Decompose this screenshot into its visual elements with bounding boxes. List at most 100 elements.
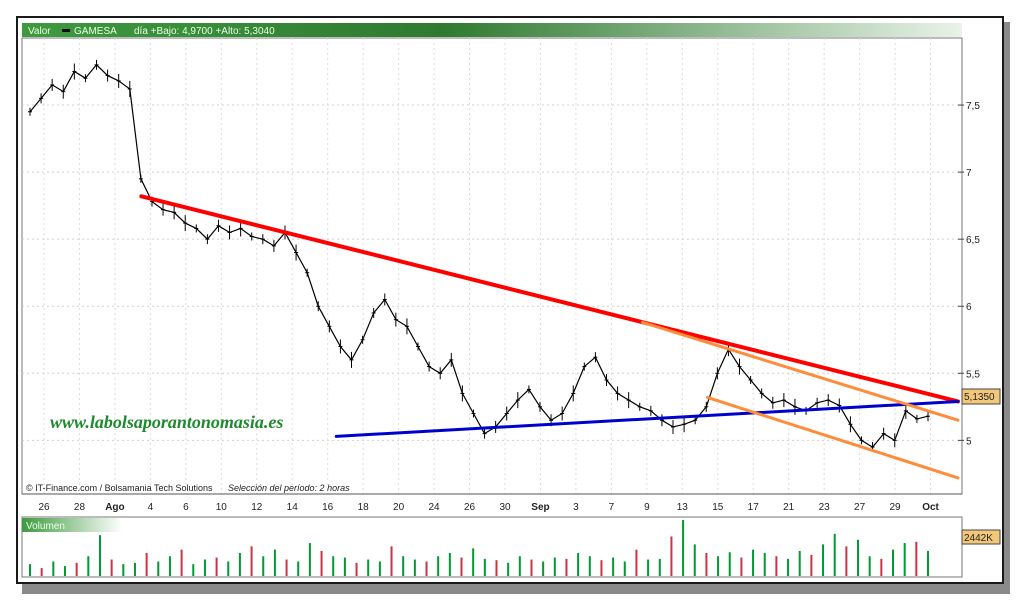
watermark-text: www.labolsaporantonomasia.es [50, 412, 283, 432]
x-tick-label: 15 [712, 502, 724, 513]
volume-bar [635, 549, 638, 576]
volume-bar [518, 556, 521, 576]
volume-bar [588, 556, 591, 576]
x-tick-label: 26 [38, 502, 50, 513]
volume-bar [250, 546, 253, 576]
gridlines [22, 38, 962, 494]
x-tick-label: 17 [748, 502, 760, 513]
volume-bar [332, 556, 335, 576]
volume-bars [29, 520, 929, 576]
x-tick-label: 9 [644, 502, 650, 513]
volume-bar [285, 559, 288, 576]
x-tick-label: 28 [74, 502, 86, 513]
volume-bar [343, 557, 346, 576]
x-tick-label: 3 [573, 502, 579, 513]
volume-bar [600, 560, 603, 576]
volume-bar [75, 562, 78, 576]
volume-bar [460, 557, 463, 576]
volume-bar [378, 561, 381, 576]
price-plot-area [21, 37, 963, 495]
volume-label: Volumen [26, 521, 65, 532]
volume-bar [623, 561, 626, 576]
header-valor-label: Valor [28, 26, 51, 37]
volume-bar [98, 535, 101, 576]
volume-bar [40, 568, 43, 576]
volume-bar [717, 556, 720, 576]
last-volume-label: 2442K [964, 533, 993, 544]
volume-bar [892, 549, 895, 576]
volume-bar [29, 564, 31, 576]
x-tick-label: 20 [393, 502, 405, 513]
volume-bar [798, 550, 801, 576]
last-price-box [961, 388, 1001, 405]
volume-bar [122, 564, 125, 576]
price-legend-swatch [62, 29, 70, 32]
volume-bar [553, 557, 556, 576]
x-tick-label: 24 [429, 502, 441, 513]
volume-bar [483, 558, 486, 576]
x-tick-label: 13 [677, 502, 689, 513]
x-tick-label: Sep [531, 502, 549, 513]
credit-text: © IT-Finance.com / Bolsamania Tech Solut… [26, 483, 213, 493]
last-volume-box [961, 529, 1001, 545]
volume-bar [577, 552, 580, 576]
volume-bar [507, 562, 510, 576]
volume-bar [857, 539, 860, 576]
x-tick-label: 29 [890, 502, 902, 513]
volume-bar [180, 549, 183, 576]
volume-bar [822, 544, 825, 576]
volume-bar [52, 561, 55, 576]
volume-plot-area [21, 516, 963, 578]
volume-bar [320, 550, 323, 576]
volume-bar [110, 559, 113, 576]
last-price-label: 5,1350 [964, 392, 995, 403]
y-tick-label: 6 [966, 302, 972, 313]
volume-bar [752, 549, 755, 576]
volume-bar [157, 561, 160, 576]
x-tick-label: 4 [148, 502, 154, 513]
volume-bar [145, 552, 148, 576]
volume-bar [530, 559, 533, 576]
x-tick-label: 30 [499, 502, 511, 513]
volume-bar [168, 556, 171, 576]
volume-bar [390, 546, 393, 576]
volume-bar [647, 559, 650, 576]
x-tick-label: 27 [854, 502, 866, 513]
volume-bar [437, 556, 440, 576]
x-tick-label: 14 [287, 502, 299, 513]
volume-bar [740, 557, 743, 576]
x-tick-label: 7 [609, 502, 615, 513]
volume-bar [215, 557, 218, 576]
header-ticker: GAMESA [74, 26, 117, 37]
x-tick-label: 26 [464, 502, 476, 513]
volume-bar [63, 566, 66, 576]
volume-bar [273, 549, 276, 576]
volume-bar [367, 559, 370, 576]
volume-bar [308, 543, 311, 576]
volume-bar [355, 562, 358, 576]
trendline-resistance [139, 194, 960, 404]
volume-bar [787, 558, 790, 576]
volume-bar [425, 561, 428, 576]
trendlines [139, 194, 960, 480]
volume-bar [705, 552, 708, 576]
volume-bar [915, 541, 918, 576]
y-tick-label: 6,5 [966, 235, 980, 246]
trendline-channel_lower [705, 395, 960, 480]
header-bar [22, 23, 962, 37]
x-tick-label: Oct [922, 502, 939, 513]
x-axis: 26 28 Ago 4 6 10 12 14 16 18 20 24 26 30 Sep 3 7 9 13 15 17 2… [38, 502, 939, 513]
y-tick-label: 5 [966, 436, 972, 447]
volume-bar [203, 559, 206, 576]
volume-bar [192, 564, 195, 576]
volume-bar [495, 560, 498, 576]
volume-bar [810, 554, 813, 576]
price-line [29, 63, 929, 448]
volume-bar [297, 561, 300, 576]
volume-bar [565, 558, 568, 576]
x-tick-label: 18 [358, 502, 370, 513]
x-tick-label: Ago [105, 502, 124, 513]
volume-bar [87, 556, 90, 576]
x-tick-label: 16 [322, 502, 334, 513]
y-axis: 7,5 7 6,5 6 5,5 5 [958, 101, 980, 447]
